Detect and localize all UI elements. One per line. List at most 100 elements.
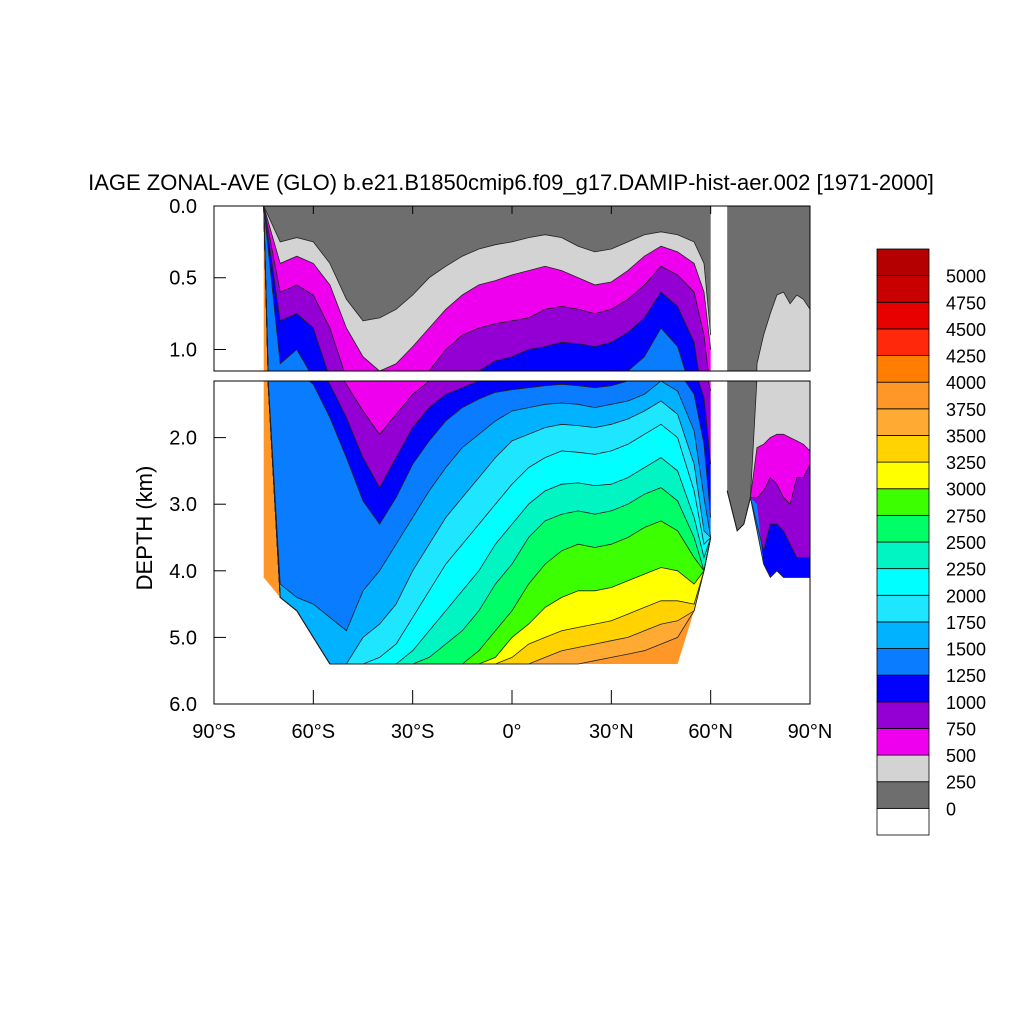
colorbar-label: 1500 — [946, 640, 986, 660]
colorbar-swatch — [876, 514, 930, 543]
x-tick-label: 90°N — [788, 721, 833, 743]
colorbar-label: 500 — [946, 746, 976, 766]
arctic-band-0 — [727, 206, 810, 371]
colorbar-label: 750 — [946, 719, 976, 739]
contour-line-500 — [263, 206, 712, 371]
arctic-contour-line-1250 — [727, 608, 810, 795]
y-axis-lower: 2.0 3.0 4.0 5.0 6.0 — [169, 428, 226, 716]
arctic-band-1 — [756, 292, 810, 371]
colorbar-swatch — [876, 568, 930, 596]
colorbar-label: 250 — [946, 773, 976, 793]
colorbar-swatch — [876, 541, 930, 570]
colorbar-label: 5000 — [946, 267, 986, 287]
colorbar-swatch — [876, 754, 930, 783]
colorbar-label: 4000 — [946, 373, 986, 393]
contour-line-1500 — [267, 381, 712, 632]
contour-band-2000 — [268, 381, 711, 664]
arctic-contour-line-250 — [756, 291, 810, 371]
colorbar-swatch — [876, 594, 930, 623]
colorbar-label: 4500 — [946, 320, 986, 340]
colorbar-swatch — [876, 248, 930, 277]
x-axis: 90°S 60°S 30°S 0° 30°N 60°N 90°N — [192, 206, 832, 743]
colorbar-label: 2500 — [946, 533, 986, 553]
contour-band-3500 — [268, 381, 711, 664]
colorbar-label: 3000 — [946, 480, 986, 500]
contour-line-3750 — [267, 381, 712, 665]
colorbar-swatch — [876, 301, 930, 330]
colorbar-label: 0 — [946, 799, 956, 819]
contour-band-500 — [344, 381, 711, 435]
colorbar-swatch — [876, 648, 930, 676]
upper-panel — [213, 205, 811, 795]
panel-upper-fill — [263, 206, 810, 795]
y-tick-label: 0.5 — [169, 268, 197, 290]
colorbar-label: 1000 — [946, 693, 986, 713]
colorbar: 0 250 500 750 1000 1250 1500 1750 2000 2250 2500 27… — [876, 248, 986, 836]
arctic-contour-line-1250 — [726, 490, 810, 579]
colorbar-label: 2250 — [946, 560, 986, 580]
x-tick-label: 90°S — [192, 721, 236, 743]
colorbar-swatch — [876, 275, 930, 303]
contour-band-1750 — [268, 381, 711, 664]
contour-band-1000 — [263, 206, 699, 371]
colorbar-label: 2000 — [946, 586, 986, 606]
colorbar-label: 1750 — [946, 613, 986, 633]
contour-line-1250 — [308, 381, 712, 525]
contour-line-1250 — [263, 206, 686, 371]
arctic-band-2 — [727, 434, 810, 531]
y-tick-label: 3.0 — [169, 494, 197, 516]
contour-band-3000 — [268, 381, 711, 664]
colorbar-label: 3750 — [946, 400, 986, 420]
colorbar-swatch — [876, 807, 930, 836]
y-axis-label: DEPTH (km) — [132, 466, 157, 591]
colorbar-label: 3250 — [946, 453, 986, 473]
x-tick-label: 30°N — [589, 721, 634, 743]
arctic-band-3 — [727, 464, 810, 558]
x-tick-label: 60°S — [292, 721, 336, 743]
contour-line-750 — [263, 206, 709, 371]
x-tick-label: 0° — [502, 721, 521, 743]
arctic-band-1 — [727, 381, 810, 531]
colorbar-label: 4250 — [946, 347, 986, 367]
contour-band-750 — [263, 206, 709, 371]
contour-line-1000 — [263, 206, 699, 371]
arctic-band-5 — [727, 608, 810, 795]
contour-line-250 — [263, 206, 712, 336]
contour-band-250 — [263, 206, 711, 371]
colorbar-swatch — [876, 408, 930, 436]
colorbar-swatch — [876, 328, 930, 356]
contour-band-500 — [263, 206, 711, 371]
y-tick-label: 2.0 — [169, 428, 197, 450]
colorbar-swatch — [876, 461, 930, 490]
y-tick-label: 6.0 — [169, 694, 197, 716]
y-tick-label: 5.0 — [169, 627, 197, 649]
contour-line-1000 — [327, 381, 712, 489]
colorbar-swatch — [876, 381, 930, 410]
colorbar-label: 1250 — [946, 666, 986, 686]
y-tick-label: 1.0 — [169, 339, 197, 361]
colorbar-swatch — [876, 435, 930, 463]
contour-band-1500 — [268, 381, 711, 664]
colorbar-swatch — [876, 488, 930, 516]
colorbar-label: 3500 — [946, 426, 986, 446]
arctic-band-4 — [727, 490, 810, 578]
contour-band-2500 — [268, 381, 711, 664]
lower-panel — [213, 380, 811, 705]
colorbar-swatch — [876, 728, 930, 756]
y-tick-label: 4.0 — [169, 561, 197, 583]
contour-band-750 — [327, 381, 711, 488]
colorbar-swatch — [876, 355, 930, 383]
colorbar-label: 2750 — [946, 506, 986, 526]
colorbar-swatch — [876, 701, 930, 729]
arctic-band-0 — [727, 381, 757, 531]
colorbar-label: 4750 — [946, 293, 986, 313]
chart-title: IAGE ZONAL-AVE (GLO) b.e21.B1850cmip6.f0… — [88, 170, 934, 195]
arctic-band-4 — [727, 608, 810, 795]
contour-band-1250 — [268, 381, 711, 631]
x-tick-label: 30°S — [391, 721, 435, 743]
colorbar-swatch — [876, 781, 930, 809]
colorbar-swatch — [876, 674, 930, 703]
contour-band-0 — [263, 206, 711, 336]
y-axis-upper: 0.0 0.5 1.0 — [169, 196, 226, 361]
